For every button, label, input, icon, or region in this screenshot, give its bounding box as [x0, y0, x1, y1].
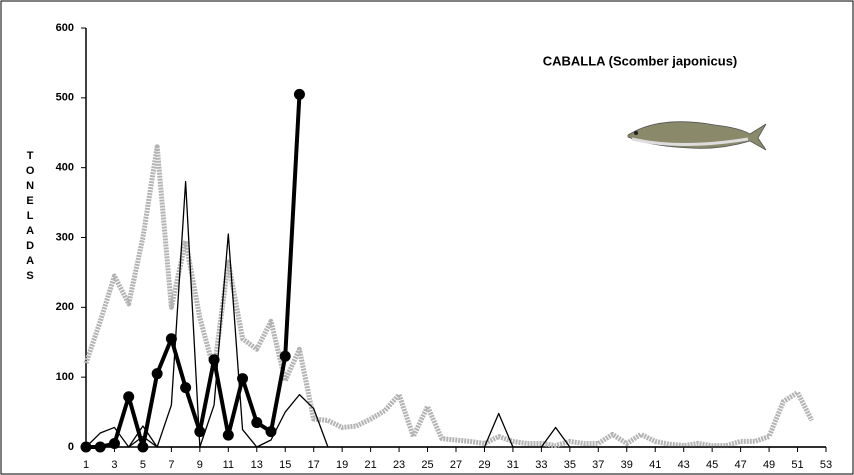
point	[165, 333, 177, 345]
y-axis-label: TONELADAS	[24, 150, 36, 285]
x-tick-label: 37	[592, 459, 604, 471]
x-tick-label: 31	[507, 459, 519, 471]
x-tick-label: 53	[820, 459, 832, 471]
y-tick-label: 500	[56, 92, 74, 104]
y-tick-label: 600	[56, 22, 74, 34]
point	[108, 438, 120, 450]
x-tick-label: 11	[223, 459, 234, 471]
y-tick-label: 300	[56, 231, 74, 243]
point	[94, 441, 106, 453]
x-tick-label: 17	[308, 459, 320, 471]
series-line	[86, 393, 329, 448]
point	[251, 417, 263, 429]
x-tick-label: 1	[83, 459, 89, 471]
x-tick-label: 23	[393, 459, 405, 471]
x-tick-label: 13	[251, 459, 263, 471]
y-tick-label: 200	[56, 301, 74, 313]
x-tick-label: 45	[706, 459, 718, 471]
point	[80, 441, 92, 453]
point	[208, 354, 220, 366]
y-tick-label: 0	[68, 441, 74, 453]
point	[180, 382, 192, 394]
chart-title: CABALLA (Scomber japonicus)	[543, 53, 738, 68]
point	[194, 426, 206, 438]
point	[151, 368, 163, 380]
point	[222, 429, 234, 441]
x-tick-label: 47	[734, 459, 746, 471]
x-tick-label: 3	[111, 459, 117, 471]
x-tick-label: 7	[168, 459, 174, 471]
x-tick-label: 29	[478, 459, 490, 471]
x-tick-label: 15	[279, 459, 291, 471]
point	[237, 373, 249, 385]
x-tick-label: 5	[140, 459, 146, 471]
x-tick-label: 51	[791, 459, 803, 471]
point	[137, 441, 149, 453]
x-tick-label: 49	[763, 459, 775, 471]
x-tick-label: 25	[421, 459, 433, 471]
x-tick-label: 21	[364, 459, 376, 471]
series-line	[86, 94, 302, 449]
x-tick-label: 35	[564, 459, 576, 471]
series-line	[83, 144, 814, 449]
x-tick-label: 43	[678, 459, 690, 471]
point	[279, 350, 291, 362]
point	[293, 88, 305, 100]
x-tick-label: 9	[197, 459, 203, 471]
fish-icon	[627, 121, 767, 151]
x-tick-label: 27	[450, 459, 462, 471]
y-tick-label: 400	[56, 162, 74, 174]
x-tick-label: 19	[336, 459, 348, 471]
point	[265, 426, 277, 438]
y-tick-label: 100	[56, 371, 74, 383]
x-tick-label: 33	[535, 459, 547, 471]
series-line	[85, 180, 826, 448]
x-tick-label: 41	[649, 459, 661, 471]
point	[123, 391, 135, 403]
x-tick-label: 39	[621, 459, 633, 471]
